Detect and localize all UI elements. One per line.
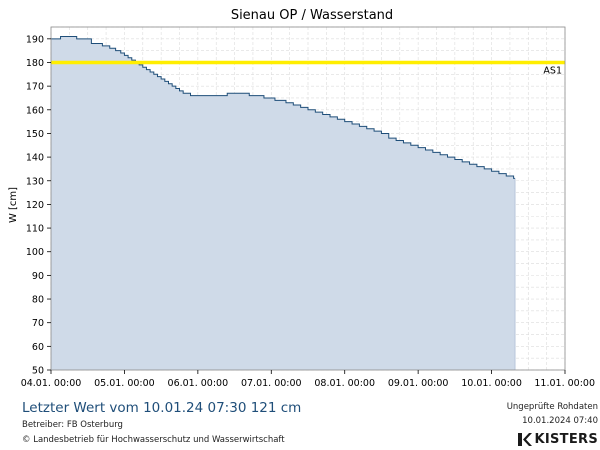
y-tick-label: 170 — [26, 82, 44, 93]
x-tick-label: 08.01. 00:00 — [314, 378, 375, 389]
x-tick-labels: 04.01. 00:00 05.01. 00:00 06.01. 00:00 07.0… — [21, 370, 595, 389]
y-tick-label: 180 — [26, 58, 44, 69]
y-tick-label: 70 — [32, 318, 44, 329]
x-tick-label: 09.01. 00:00 — [388, 378, 449, 389]
axis-layer — [50, 26, 566, 371]
operator-text: Betreiber: FB Osterburg — [22, 420, 123, 430]
raw-data-timestamp: 10.01.2024 07:40 — [522, 416, 598, 426]
y-tick-labels: 50 60 70 80 90 100 110 120 130 140 150 160 170 180 190 — [26, 34, 51, 377]
y-tick-label: 90 — [32, 271, 44, 282]
y-tick-label: 100 — [26, 247, 44, 258]
x-tick-label: 05.01. 00:00 — [94, 378, 155, 389]
y-tick-label: 150 — [26, 129, 44, 140]
x-tick-label: 11.01. 00:00 — [534, 378, 595, 389]
raw-data-note: Ungeprüfte Rohdaten — [506, 402, 598, 412]
x-tick-label: 04.01. 00:00 — [21, 378, 82, 389]
chart-title: Sienau OP / Wasserstand — [231, 8, 393, 23]
y-tick-label: 110 — [26, 224, 44, 235]
y-tick-label: 60 — [32, 342, 44, 353]
copyright-text: © Landesbetrieb für Hochwasserschutz und… — [22, 435, 285, 445]
water-level-area — [51, 36, 516, 371]
x-tick-label: 10.01. 00:00 — [461, 378, 522, 389]
y-tick-label: 50 — [32, 366, 44, 377]
kisters-logo-icon — [517, 433, 532, 446]
last-value-text: Letzter Wert vom 10.01.24 07:30 121 cm — [22, 400, 302, 416]
kisters-logo: KISTERS — [517, 432, 599, 447]
kisters-logo-text: KISTERS — [534, 432, 598, 447]
threshold-layer: AS1 — [51, 60, 565, 76]
water-level-line — [51, 35, 516, 179]
plot-frame — [50, 26, 566, 371]
y-tick-label: 140 — [26, 153, 44, 164]
water-level-chart: Sienau OP / Wasserstand AS1 50 60 70 80 90 10… — [8, 8, 595, 389]
y-tick-label: 160 — [26, 105, 44, 116]
y-axis-label: W [cm] — [8, 187, 19, 223]
area-layer — [51, 35, 516, 371]
y-tick-label: 80 — [32, 295, 44, 306]
x-tick-label: 06.01. 00:00 — [168, 378, 229, 389]
threshold-label-as1: AS1 — [543, 65, 562, 76]
y-tick-label: 120 — [26, 200, 44, 211]
y-tick-label: 130 — [26, 176, 44, 187]
y-tick-label: 190 — [26, 34, 44, 45]
x-tick-label: 07.01. 00:00 — [241, 378, 302, 389]
